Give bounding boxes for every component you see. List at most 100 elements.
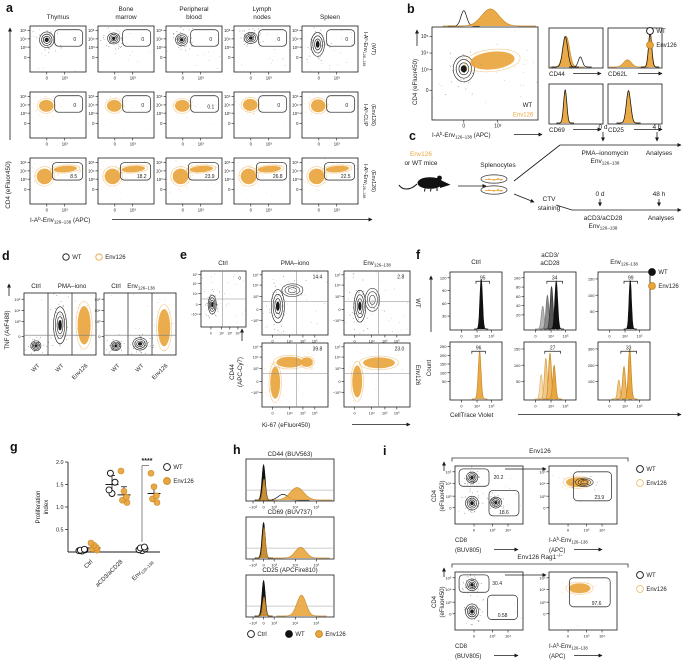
a-r2-bone-marrow: 0 10⁵ 10⁴ 10³ 0 0 10³ [88,91,155,147]
c-ctv-label2: staining [538,205,561,212]
svg-text:0: 0 [567,634,570,639]
i-rag1-tetramer: 97.6 10⁵ 10⁴ 10³ 0 0 10³ 10⁴ [539,571,618,639]
svg-text:0: 0 [228,187,231,192]
f-env126-env: 33 300 200 100 0 10⁴ 10⁵ [588,341,651,409]
g-legend: WT Env126 [163,463,194,485]
svg-text:−10³: −10³ [249,505,258,510]
e-row-label-env126: Env126 [414,365,420,386]
svg-text:10³: 10³ [130,76,137,81]
legend-label: WT [646,573,656,579]
svg-text:10⁵: 10⁵ [489,334,495,339]
legend-label: Env126 [173,479,194,485]
b-hist-cd44 [548,27,604,69]
a-r3-peripheral-blood: 23.9 10⁵ 10⁴ 10³ 0 0 10³ [156,157,223,213]
svg-text:0: 0 [18,334,21,339]
col-header-spleen: Spleen [320,14,340,21]
b-hist-cd44-label: CD44 [549,71,565,78]
legend-swatch [646,27,654,35]
f-wt-ctrl: 95 120 90 60 30 0 10⁴ 10⁵ [440,271,503,339]
svg-text:10³: 10³ [198,208,205,213]
g-y-axis-label2: index [43,499,50,515]
svg-text:10³: 10³ [224,177,231,182]
c-t2-48h: 48 h [653,191,666,198]
svg-text:10⁵: 10⁵ [156,94,163,99]
gate [487,594,518,620]
svg-text:10⁴: 10⁴ [622,334,628,339]
legend-swatch [247,630,255,638]
gate-value: 23.9 [205,174,215,180]
panel-i: Env126 20.2 18.6 10⁵ 10⁴ 10³ 0 0 10³ 10⁴ 23.9 10⁵ 10… [432,448,667,660]
svg-text:0: 0 [460,404,463,409]
gate-value: 0.58 [498,613,508,619]
svg-text:0: 0 [608,404,611,409]
svg-text:2.8: 2.8 [397,275,404,281]
gate-value: 0 [209,37,212,43]
svg-text:10⁴: 10⁴ [474,404,480,409]
svg-text:10³: 10³ [88,111,95,116]
svg-text:10⁵: 10⁵ [292,160,299,165]
svg-text:10³: 10³ [156,45,163,50]
f-env126-ctrl: 96 250 200 150 100 50 0 10⁴ 10⁵ [440,341,503,409]
legend-label: Env126 [646,481,667,487]
svg-text:150: 150 [440,362,447,367]
gate [458,468,490,487]
svg-text:10⁵: 10⁵ [300,340,306,344]
legend-swatch [163,477,171,485]
gate [52,162,84,181]
svg-text:0: 0 [256,308,258,312]
gate-value: 8.5 [70,174,77,180]
c-t2-stim2: Env126–138 [589,223,618,230]
e-x-axis-label: Ki-67 (eFluor450) [262,422,310,429]
legend-label: Env126 [656,43,677,49]
svg-text:−10³: −10³ [191,313,197,317]
legend-label: WT [72,255,82,261]
svg-text:200: 200 [588,363,595,368]
legend-swatch [163,463,171,471]
svg-text:10³: 10³ [334,142,341,147]
svg-text:10³: 10³ [62,142,69,147]
gate-value: 0 [277,37,280,43]
svg-text:10⁵: 10⁵ [253,345,259,349]
svg-text:10³: 10³ [335,295,341,299]
x-axis-label: I-Ab-Env126–138 (APC) [30,216,90,224]
svg-text:0: 0 [338,380,340,384]
gate [458,574,490,593]
svg-text:0: 0 [196,303,198,307]
svg-text:0: 0 [182,208,185,213]
gate-value: 18.2 [137,174,147,180]
petri-dish-icon2 [480,185,508,195]
i-x-label2-cd8: CD8 [455,644,468,650]
svg-text:14.4: 14.4 [313,275,323,281]
gate [326,95,356,113]
svg-text:10⁴: 10⁴ [292,505,298,510]
e-env126-pma: 39.8 10⁵ 10⁴ 10³ 0 −10³ 0 10⁴ 10⁵ 10⁶ [251,342,329,416]
svg-text:10⁴: 10⁴ [599,528,605,533]
row-label-1b: (WT) [370,43,376,55]
svg-text:10³: 10³ [88,45,95,50]
svg-text:60: 60 [442,301,447,306]
svg-text:10⁵: 10⁵ [292,94,299,99]
legend-swatch [648,282,656,290]
i-legend2: WT Env126 [636,571,667,593]
svg-text:10⁴: 10⁴ [20,102,27,107]
panel-letter-i: i [383,444,387,458]
svg-text:23.0: 23.0 [395,347,405,353]
col-header-lymph-nodes: Lymph [253,6,272,13]
legend-label: WT [295,632,305,638]
g-proliferation-plot: 2.0 1.5 1.0 0.5 Ctrl aCD3/aCD28 Env126–138 **** [56,458,161,589]
data-point-env126 [153,492,160,500]
data-point-wt [80,545,88,553]
svg-text:0: 0 [318,76,321,81]
svg-text:10⁵: 10⁵ [539,469,545,474]
col-header-thymus: Thymus [47,14,70,21]
c-t1-4h: 4 h [652,124,661,131]
legend-label: Env126 [646,587,667,593]
legend-label: Env126 [658,284,679,290]
svg-text:0: 0 [92,187,95,192]
svg-text:0: 0 [449,505,452,510]
svg-text:10⁴: 10⁴ [287,340,293,344]
legend-swatch [636,479,644,487]
svg-text:10³: 10³ [271,563,277,568]
e-wt-pma: 14.4 10⁵ 10⁴ 10³ 0 −10³ 0 10⁴ 10⁵ 10⁶ [251,270,329,344]
